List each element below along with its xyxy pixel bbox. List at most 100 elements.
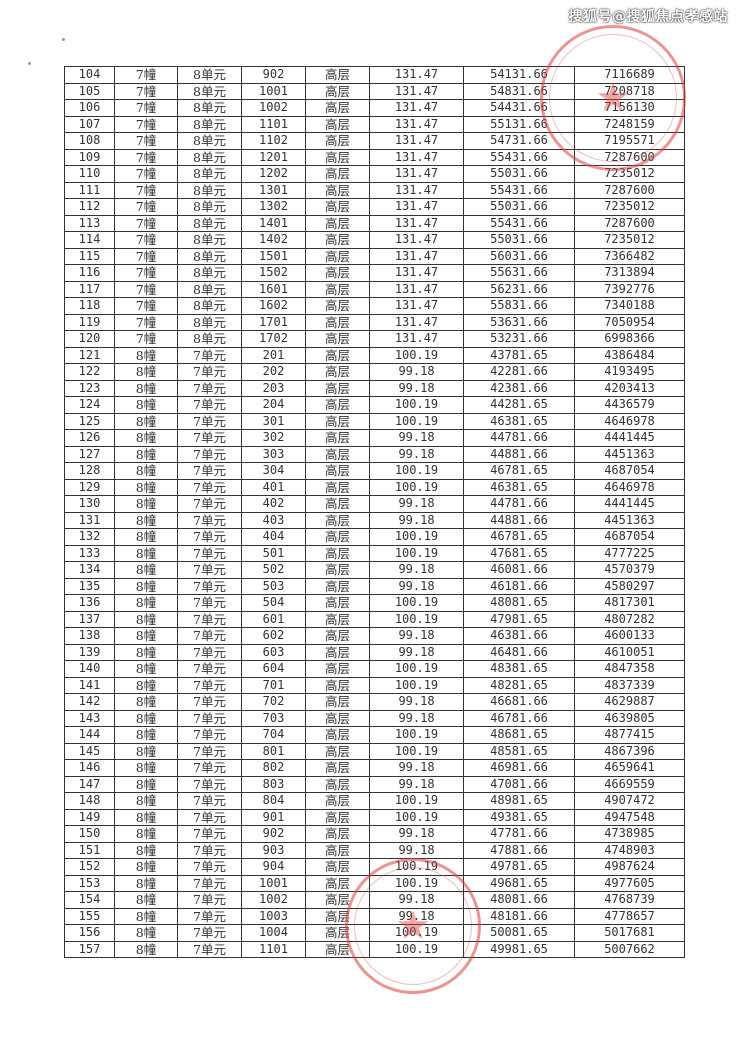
cell-room: 602 [241,627,306,645]
cell-area: 100.19 [369,792,464,810]
cell-room: 1004 [241,924,306,942]
cell-room: 402 [241,495,306,513]
cell-seq: 110 [64,165,115,183]
cell-total-price: 4570379 [574,561,685,579]
cell-type: 高层 [305,214,370,232]
cell-unit: 8单元 [177,330,242,348]
table-row: 109 7幢 8单元 1201 高层 131.47 55431.66 7287600 [64,148,685,166]
cell-unit-price: 54431.66 [463,99,575,117]
cell-area: 100.19 [369,412,464,430]
cell-room: 1101 [241,115,306,133]
cell-total-price: 4748903 [574,841,685,859]
table-row: 112 7幢 8单元 1302 高层 131.47 55031.66 7235012 [64,198,685,216]
cell-total-price: 7116689 [574,66,685,84]
cell-area: 99.18 [369,759,464,777]
cell-unit: 7单元 [177,396,242,414]
cell-seq: 125 [64,412,115,430]
cell-building: 8幢 [114,610,178,628]
cell-unit: 7单元 [177,511,242,529]
cell-area: 100.19 [369,940,464,958]
cell-room: 1401 [241,214,306,232]
cell-building: 8幢 [114,528,178,546]
cell-room: 404 [241,528,306,546]
cell-unit-price: 54731.66 [463,132,575,150]
cell-seq: 152 [64,858,115,876]
cell-unit: 8单元 [177,231,242,249]
cell-unit: 8单元 [177,148,242,166]
table-row: 111 7幢 8单元 1301 高层 131.47 55431.66 7287600 [64,181,685,199]
cell-type: 高层 [305,709,370,727]
cell-total-price: 4580297 [574,577,685,595]
cell-seq: 153 [64,874,115,892]
cell-unit: 7单元 [177,495,242,513]
table-row: 116 7幢 8单元 1502 高层 131.47 55631.66 7313894 [64,264,685,282]
cell-unit: 7单元 [177,478,242,496]
cell-area: 100.19 [369,528,464,546]
cell-type: 高层 [305,280,370,298]
cell-building: 8幢 [114,478,178,496]
cell-area: 99.18 [369,379,464,397]
cell-area: 100.19 [369,396,464,414]
cell-area: 100.19 [369,742,464,760]
cell-unit-price: 55431.66 [463,214,575,232]
cell-room: 1502 [241,264,306,282]
cell-unit-price: 46981.66 [463,759,575,777]
cell-total-price: 7208718 [574,82,685,100]
cell-total-price: 4441445 [574,429,685,447]
cell-unit-price: 47081.66 [463,775,575,793]
cell-type: 高层 [305,115,370,133]
cell-type: 高层 [305,462,370,480]
cell-total-price: 4451363 [574,445,685,463]
cell-unit: 7单元 [177,445,242,463]
cell-unit-price: 46381.65 [463,478,575,496]
cell-type: 高层 [305,363,370,381]
cell-room: 701 [241,676,306,694]
cell-unit-price: 46181.66 [463,577,575,595]
cell-room: 301 [241,412,306,430]
cell-type: 高层 [305,99,370,117]
cell-room: 803 [241,775,306,793]
cell-total-price: 7392776 [574,280,685,298]
cell-room: 1001 [241,82,306,100]
cell-total-price: 7287600 [574,148,685,166]
cell-seq: 119 [64,313,115,331]
cell-seq: 108 [64,132,115,150]
cell-total-price: 4193495 [574,363,685,381]
cell-building: 8幢 [114,660,178,678]
cell-room: 303 [241,445,306,463]
cell-room: 1101 [241,940,306,958]
cell-room: 1201 [241,148,306,166]
cell-unit: 7单元 [177,544,242,562]
table-row: 148 8幢 7单元 804 高层 100.19 48981.65 4907472 [64,792,685,810]
cell-type: 高层 [305,297,370,315]
cell-unit: 7单元 [177,610,242,628]
cell-type: 高层 [305,825,370,843]
table-row: 117 7幢 8单元 1601 高层 131.47 56231.66 7392776 [64,280,685,298]
cell-type: 高层 [305,82,370,100]
cell-room: 1002 [241,99,306,117]
cell-total-price: 7195571 [574,132,685,150]
cell-type: 高层 [305,66,370,84]
table-row: 115 7幢 8单元 1501 高层 131.47 56031.66 7366482 [64,247,685,265]
cell-total-price: 4977605 [574,874,685,892]
cell-unit-price: 56031.66 [463,247,575,265]
cell-area: 100.19 [369,726,464,744]
cell-seq: 114 [64,231,115,249]
cell-area: 100.19 [369,808,464,826]
cell-building: 7幢 [114,66,178,84]
table-row: 147 8幢 7单元 803 高层 99.18 47081.66 4669559 [64,775,685,793]
table-row: 108 7幢 8单元 1102 高层 131.47 54731.66 7195571 [64,132,685,150]
cell-building: 8幢 [114,627,178,645]
cell-unit: 7单元 [177,891,242,909]
cell-total-price: 4610051 [574,643,685,661]
cell-seq: 124 [64,396,115,414]
cell-area: 100.19 [369,874,464,892]
cell-seq: 135 [64,577,115,595]
cell-area: 100.19 [369,858,464,876]
cell-unit-price: 47981.65 [463,610,575,628]
cell-type: 高层 [305,808,370,826]
cell-room: 703 [241,709,306,727]
cell-room: 1002 [241,891,306,909]
cell-seq: 149 [64,808,115,826]
cell-unit-price: 48981.65 [463,792,575,810]
